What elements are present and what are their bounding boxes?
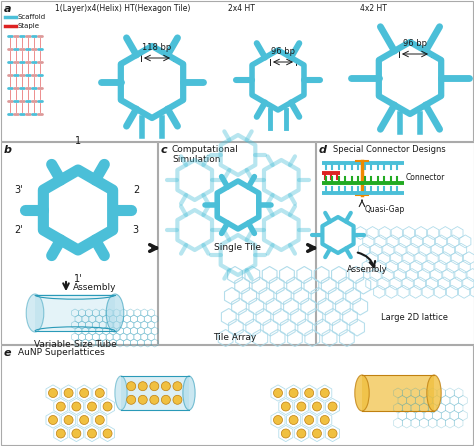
Circle shape — [127, 395, 136, 405]
Text: 4x2 HT: 4x2 HT — [360, 4, 387, 13]
Ellipse shape — [355, 375, 369, 411]
Circle shape — [95, 388, 104, 397]
Circle shape — [273, 416, 283, 425]
Circle shape — [305, 388, 314, 397]
Circle shape — [320, 388, 329, 397]
Circle shape — [161, 395, 170, 405]
Circle shape — [80, 416, 89, 425]
Text: Special Connector Designs: Special Connector Designs — [333, 145, 446, 154]
Circle shape — [320, 416, 329, 425]
Circle shape — [173, 382, 182, 391]
Circle shape — [64, 416, 73, 425]
Circle shape — [328, 402, 337, 411]
Circle shape — [281, 429, 290, 438]
Circle shape — [297, 402, 306, 411]
Circle shape — [72, 402, 81, 411]
Circle shape — [64, 388, 73, 397]
Ellipse shape — [427, 375, 441, 411]
Text: 1': 1' — [73, 274, 82, 284]
Circle shape — [297, 429, 306, 438]
Text: Single Tile: Single Tile — [215, 243, 262, 252]
Text: Scaffold: Scaffold — [18, 14, 46, 20]
Text: Variable-Size Tube: Variable-Size Tube — [34, 340, 117, 349]
Circle shape — [173, 395, 182, 405]
Circle shape — [328, 429, 337, 438]
Circle shape — [150, 382, 159, 391]
Text: 96 bp: 96 bp — [403, 39, 427, 48]
Text: b: b — [4, 145, 12, 155]
Text: c: c — [161, 145, 168, 155]
Circle shape — [273, 388, 283, 397]
Circle shape — [56, 402, 65, 411]
Circle shape — [88, 429, 97, 438]
Circle shape — [289, 416, 298, 425]
FancyBboxPatch shape — [362, 375, 434, 411]
Ellipse shape — [26, 294, 44, 332]
Circle shape — [138, 395, 147, 405]
Circle shape — [56, 429, 65, 438]
Circle shape — [312, 402, 321, 411]
Text: 1: 1 — [75, 136, 81, 146]
Text: Quasi-Gap: Quasi-Gap — [365, 205, 405, 214]
Circle shape — [95, 416, 104, 425]
Text: 3: 3 — [133, 225, 139, 235]
Circle shape — [281, 402, 290, 411]
Text: 1(Layer)x4(Helix) HT(Hexagon Tile): 1(Layer)x4(Helix) HT(Hexagon Tile) — [55, 4, 191, 13]
FancyBboxPatch shape — [1, 142, 157, 344]
FancyBboxPatch shape — [121, 376, 189, 410]
Circle shape — [289, 388, 298, 397]
Text: Staple: Staple — [18, 23, 40, 29]
FancyBboxPatch shape — [158, 142, 315, 344]
Text: AuNP Superlattices: AuNP Superlattices — [18, 348, 105, 357]
Circle shape — [72, 429, 81, 438]
FancyBboxPatch shape — [35, 294, 115, 332]
Ellipse shape — [183, 376, 195, 410]
Circle shape — [48, 388, 57, 397]
Circle shape — [88, 402, 97, 411]
Text: 3': 3' — [15, 185, 23, 195]
FancyBboxPatch shape — [1, 345, 473, 445]
Text: 118 bp: 118 bp — [142, 43, 172, 52]
Circle shape — [103, 402, 112, 411]
Circle shape — [48, 416, 57, 425]
Circle shape — [103, 429, 112, 438]
Text: 2x4 HT: 2x4 HT — [228, 4, 255, 13]
Text: Computational
Simulation: Computational Simulation — [172, 145, 239, 165]
Text: Large 2D lattice: Large 2D lattice — [382, 313, 448, 322]
Text: e: e — [4, 348, 11, 358]
Circle shape — [161, 382, 170, 391]
Text: a: a — [4, 4, 11, 14]
Text: d: d — [319, 145, 327, 155]
Circle shape — [305, 416, 314, 425]
Text: Tile Array: Tile Array — [213, 333, 256, 342]
FancyBboxPatch shape — [316, 142, 474, 344]
Circle shape — [127, 382, 136, 391]
Ellipse shape — [106, 294, 124, 332]
Text: 2': 2' — [14, 225, 23, 235]
Circle shape — [138, 382, 147, 391]
Text: Assembly: Assembly — [73, 282, 117, 292]
FancyBboxPatch shape — [1, 1, 473, 141]
Text: Assembly: Assembly — [347, 265, 388, 274]
Circle shape — [312, 429, 321, 438]
Ellipse shape — [115, 376, 127, 410]
Circle shape — [150, 395, 159, 405]
Text: 96 bp: 96 bp — [271, 47, 295, 56]
Text: 2: 2 — [133, 185, 139, 195]
Circle shape — [80, 388, 89, 397]
Text: Connector: Connector — [406, 173, 446, 182]
